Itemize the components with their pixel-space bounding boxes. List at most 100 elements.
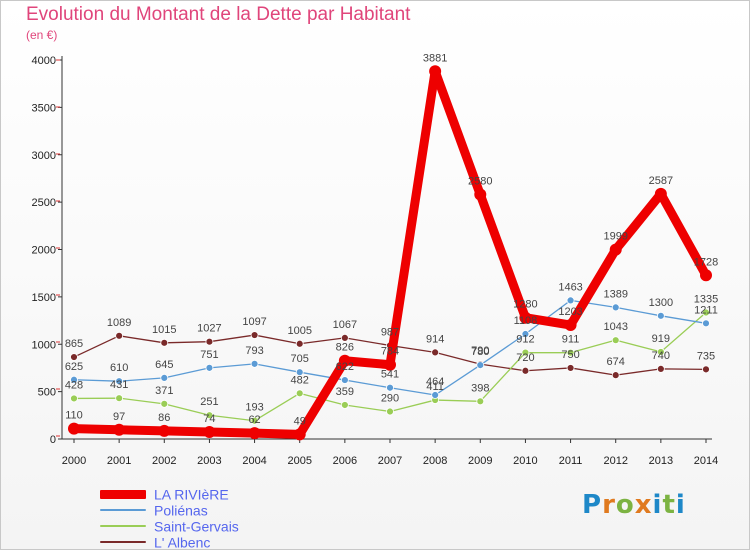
series-point-1 xyxy=(205,363,214,372)
data-label: 74 xyxy=(203,413,215,425)
series-point-0 xyxy=(474,188,487,201)
legend-item-la-riviere[interactable]: LA RIVIèRE xyxy=(100,485,239,503)
data-label: 735 xyxy=(697,350,715,362)
series-point-1 xyxy=(340,376,349,384)
data-label: 1463 xyxy=(558,281,582,293)
y-tick-label: 3500 xyxy=(32,102,56,114)
data-label: 622 xyxy=(336,361,354,373)
series-point-1 xyxy=(386,383,394,392)
series-point-2 xyxy=(702,308,710,317)
legend-item-l-albenc[interactable]: L' Albenc xyxy=(100,533,239,550)
series-point-0 xyxy=(384,358,396,371)
x-tick-label: 2012 xyxy=(603,455,627,467)
data-label: 541 xyxy=(381,369,399,381)
chart-subtitle: (en €) xyxy=(26,28,58,42)
data-label: 1203 xyxy=(558,306,582,318)
series-point-2 xyxy=(476,397,485,406)
data-label: 912 xyxy=(516,334,534,346)
data-label: 1280 xyxy=(513,299,537,311)
data-label: 705 xyxy=(291,353,309,365)
legend-swatch-polienas xyxy=(100,509,146,512)
x-tick-label: 2007 xyxy=(378,455,402,467)
series-point-3 xyxy=(566,364,575,372)
series-point-0 xyxy=(654,187,667,200)
series-point-0 xyxy=(609,243,622,256)
x-tick-label: 2006 xyxy=(333,455,357,467)
series-point-1 xyxy=(160,373,169,382)
data-label: 1015 xyxy=(152,324,176,336)
data-label: 2580 xyxy=(468,176,492,188)
x-tick-label: 2010 xyxy=(513,455,537,467)
series-point-2 xyxy=(250,416,259,425)
series-point-2 xyxy=(70,394,78,403)
data-label: 251 xyxy=(200,396,218,408)
legend-item-saint-gervais[interactable]: Saint-Gervais xyxy=(100,517,239,535)
data-label: 740 xyxy=(652,350,670,362)
x-tick-label: 2009 xyxy=(468,455,492,467)
data-label: 2587 xyxy=(649,175,673,187)
series-point-3 xyxy=(160,338,169,347)
x-tick-label: 2014 xyxy=(694,455,718,467)
series-point-1 xyxy=(115,377,124,386)
data-label: 1211 xyxy=(694,304,718,316)
data-label: 398 xyxy=(471,382,489,394)
series-point-2 xyxy=(205,411,214,420)
data-label: 359 xyxy=(336,386,354,398)
data-label: 193 xyxy=(245,402,263,414)
series-point-3 xyxy=(521,366,530,375)
data-label: 1005 xyxy=(287,325,311,337)
data-label: 987 xyxy=(381,326,399,338)
data-label: 1097 xyxy=(242,316,266,328)
series-point-2 xyxy=(115,394,124,403)
series-point-3 xyxy=(250,331,259,339)
series-point-3 xyxy=(702,365,710,374)
proxiti-logo: Proxiti xyxy=(582,490,686,520)
legend-label: L' Albenc xyxy=(154,534,211,550)
series-point-0 xyxy=(248,427,261,440)
x-tick-label: 2003 xyxy=(197,455,221,467)
y-tick-label: 3000 xyxy=(32,150,56,162)
series-point-0 xyxy=(338,354,351,367)
data-label: 371 xyxy=(155,385,173,397)
data-label: 482 xyxy=(291,374,309,386)
series-point-1 xyxy=(250,359,259,368)
data-label: 914 xyxy=(426,333,444,345)
data-label: 428 xyxy=(65,379,83,391)
legend-label: Saint-Gervais xyxy=(154,518,239,535)
data-label: 610 xyxy=(110,362,128,374)
data-label: 431 xyxy=(110,379,128,391)
legend-label: LA RIVIèRE xyxy=(154,486,229,503)
y-tick-label: 0 xyxy=(50,434,56,446)
series-point-0 xyxy=(113,423,126,436)
series-point-3 xyxy=(431,348,440,357)
x-tick-label: 2005 xyxy=(287,455,311,467)
series-point-0 xyxy=(519,311,532,324)
y-tick-label: 1000 xyxy=(32,339,56,351)
series-point-0 xyxy=(564,319,577,332)
legend-label: Poliénas xyxy=(154,502,208,519)
data-label: 110 xyxy=(65,410,83,422)
data-label: 97 xyxy=(113,411,125,423)
data-label: 751 xyxy=(200,349,218,361)
data-label: 1300 xyxy=(649,297,673,309)
x-tick-label: 2011 xyxy=(559,455,583,467)
series-point-0 xyxy=(293,428,306,441)
data-label: 1728 xyxy=(694,256,718,268)
x-tick-label: 2002 xyxy=(152,455,176,467)
legend-swatch-saint-gervais xyxy=(100,525,146,528)
data-label: 3881 xyxy=(423,52,447,64)
series-point-3 xyxy=(115,331,124,340)
series-point-0 xyxy=(429,65,442,78)
data-label: 62 xyxy=(248,414,260,426)
series-point-2 xyxy=(386,407,394,416)
data-label: 290 xyxy=(381,393,399,405)
series-point-3 xyxy=(340,334,349,342)
data-label: 1389 xyxy=(603,288,627,300)
data-label: 464 xyxy=(426,376,444,388)
series-point-0 xyxy=(68,422,80,435)
series-point-1 xyxy=(702,319,710,328)
y-tick-label: 500 xyxy=(38,387,56,399)
x-tick-label: 2001 xyxy=(107,455,131,467)
legend-item-polienas[interactable]: Poliénas xyxy=(100,501,239,519)
